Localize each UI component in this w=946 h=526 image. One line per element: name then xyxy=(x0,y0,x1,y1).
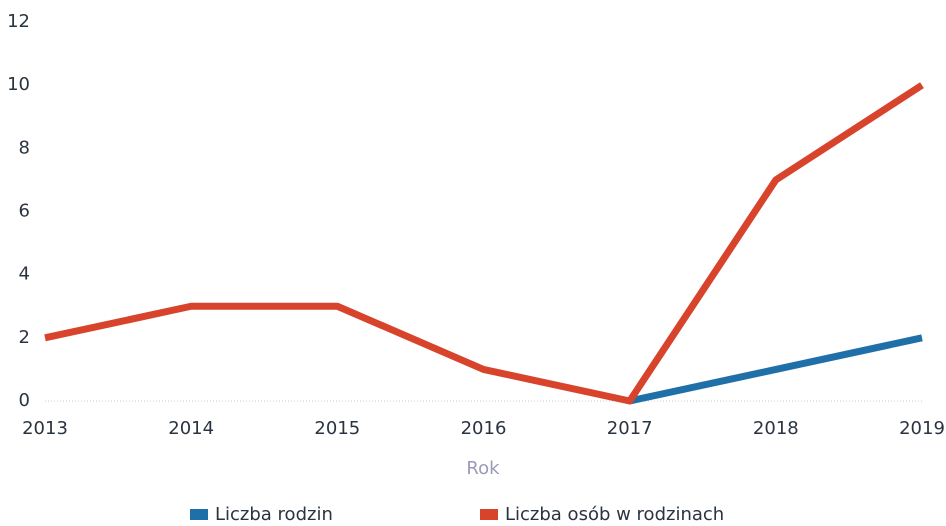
x-tick-label: 2016 xyxy=(461,418,507,439)
x-tick-label: 2018 xyxy=(753,418,799,439)
legend-swatch xyxy=(190,509,208,520)
legend-label: Liczba rodzin xyxy=(215,504,333,525)
x-tick-label: 2015 xyxy=(314,418,360,439)
x-axis-label: Rok xyxy=(466,458,500,479)
y-tick-label: 10 xyxy=(7,74,30,95)
x-tick-label: 2013 xyxy=(22,418,68,439)
x-tick-label: 2014 xyxy=(168,418,214,439)
x-tick-label: 2019 xyxy=(899,418,945,439)
legend-label: Liczba osób w rodzinach xyxy=(505,504,724,525)
y-tick-label: 0 xyxy=(19,390,30,411)
y-tick-label: 4 xyxy=(19,264,30,285)
line-series xyxy=(628,334,923,405)
line-series xyxy=(44,82,924,405)
y-tick-label: 8 xyxy=(19,137,30,158)
y-tick-label: 12 xyxy=(7,11,30,32)
y-tick-label: 2 xyxy=(19,327,30,348)
y-tick-label: 6 xyxy=(19,201,30,222)
legend-swatch xyxy=(480,509,498,520)
x-tick-label: 2017 xyxy=(607,418,653,439)
